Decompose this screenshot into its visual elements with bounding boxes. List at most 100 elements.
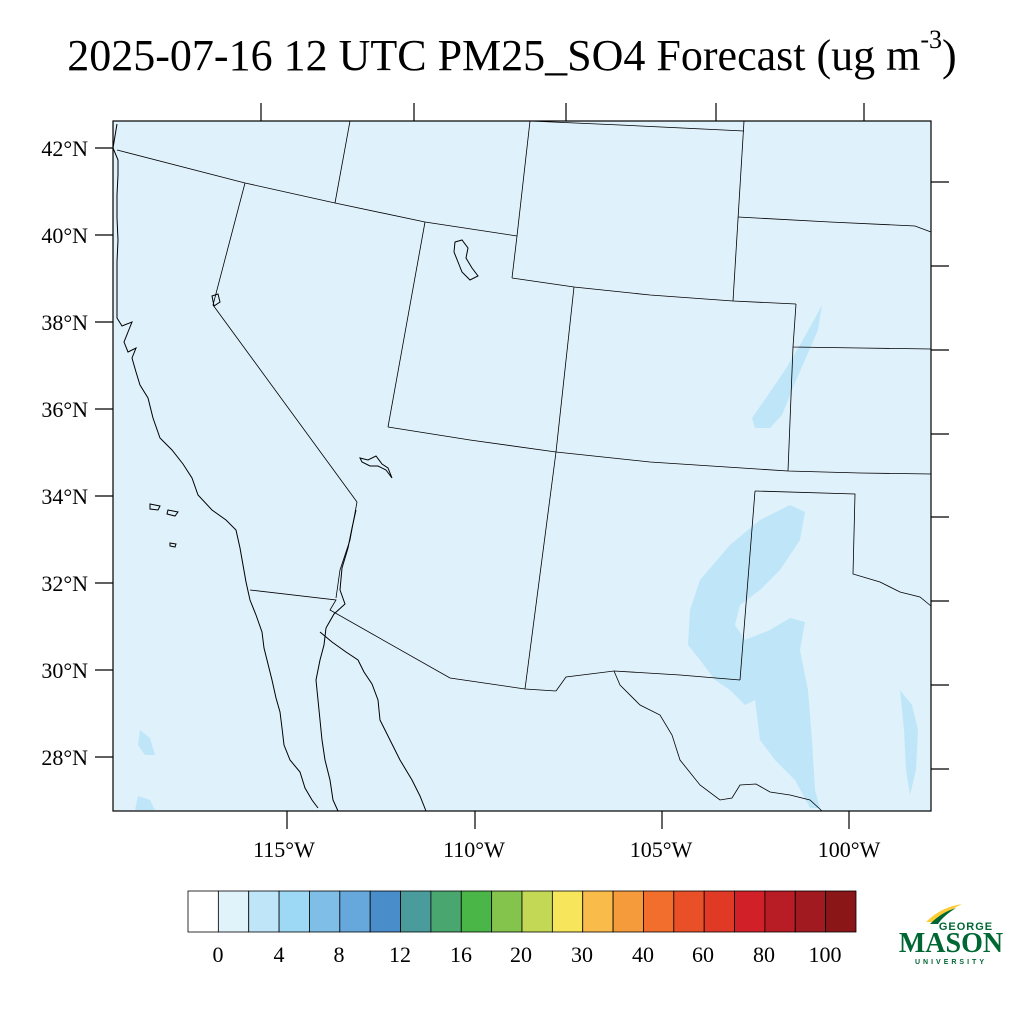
lon-label: 115°W bbox=[253, 837, 315, 862]
lat-label: 40°N bbox=[41, 223, 88, 248]
colorbar-label: 12 bbox=[389, 942, 411, 967]
lake-mead bbox=[359, 455, 393, 479]
idaho-nevada-border bbox=[334, 120, 351, 204]
title-exponent: -3 bbox=[920, 25, 943, 54]
colorbar-swatch bbox=[369, 890, 401, 933]
sonora-coast bbox=[319, 631, 427, 812]
plume-new-mexico-texas bbox=[688, 505, 820, 808]
colorbar-swatch bbox=[764, 890, 796, 933]
colorbar-swatch bbox=[248, 890, 280, 933]
kansas-border bbox=[792, 303, 932, 350]
newmexico-texas-south bbox=[613, 670, 741, 681]
political-borders bbox=[116, 120, 932, 812]
channel-island-2 bbox=[166, 509, 179, 517]
colorbar-swatch bbox=[278, 890, 310, 933]
utah-arizona-border bbox=[387, 426, 557, 453]
coastlines bbox=[112, 123, 479, 812]
oklahoma-panhandle bbox=[754, 490, 932, 607]
colorbar-swatch bbox=[430, 890, 462, 933]
colorbar bbox=[187, 890, 857, 933]
colorbar-swatch bbox=[612, 890, 644, 933]
colorbar-swatch bbox=[551, 890, 584, 933]
colorbar-label: 0 bbox=[213, 942, 224, 967]
arizona-newmexico-border bbox=[524, 451, 557, 690]
montana-south-border bbox=[529, 120, 745, 132]
colorbar-swatch bbox=[460, 890, 493, 933]
colorado-newmexico-border bbox=[555, 451, 932, 475]
colorbar-label: 4 bbox=[274, 942, 285, 967]
lat-label: 36°N bbox=[41, 397, 88, 422]
lon-label: 100°W bbox=[818, 837, 881, 862]
colorbar-swatch bbox=[491, 890, 523, 933]
california-nevada-border bbox=[212, 182, 358, 503]
arizona-west-border bbox=[335, 501, 358, 599]
plume-west-texas bbox=[900, 690, 918, 795]
colorbar-swatch bbox=[521, 890, 553, 933]
lat-label: 30°N bbox=[41, 658, 88, 683]
colorbar-swatch bbox=[582, 890, 614, 933]
wyoming-south-border bbox=[511, 277, 734, 302]
latitude-labels: 42°N 40°N 38°N 36°N 34°N 32°N 30°N 28°N bbox=[41, 136, 88, 770]
colorbar-swatch bbox=[400, 890, 432, 933]
plume-colorado bbox=[752, 305, 822, 428]
colorbar-swatch bbox=[703, 890, 735, 933]
lon-label: 105°W bbox=[630, 837, 693, 862]
colorbar-swatch bbox=[643, 890, 675, 933]
map-frame bbox=[112, 120, 932, 812]
lon-label: 110°W bbox=[443, 837, 505, 862]
nevada-utah-border bbox=[387, 221, 426, 428]
wyoming-west-border bbox=[516, 120, 531, 237]
wyoming-east-border bbox=[732, 120, 745, 302]
colorbar-swatch bbox=[187, 890, 219, 933]
longitude-labels: 115°W 110°W 105°W 100°W bbox=[253, 837, 880, 862]
colorbar-swatch bbox=[734, 890, 766, 933]
logo-line1: GEORGE bbox=[939, 921, 993, 933]
page-title: 2025-07-16 12 UTC PM25_SO4 Forecast (ug … bbox=[0, 26, 1024, 86]
pacific-coastline bbox=[112, 123, 319, 809]
title-text: 2025-07-16 12 UTC PM25_SO4 Forecast (ug … bbox=[67, 31, 921, 80]
colorbar-label: 8 bbox=[334, 942, 345, 967]
axis-ticks bbox=[95, 103, 949, 829]
newmexico-texas-east bbox=[739, 490, 756, 681]
lat-label: 38°N bbox=[41, 310, 88, 335]
nebraska-south-border bbox=[732, 300, 797, 305]
lat-label: 34°N bbox=[41, 484, 88, 509]
logo-line3: UNIVERSITY bbox=[915, 959, 987, 966]
concentration-plumes bbox=[135, 305, 918, 810]
colorbar-label: 16 bbox=[450, 942, 472, 967]
colorado-east-border bbox=[787, 346, 794, 472]
logo-line2: MASON bbox=[899, 928, 1003, 959]
colorbar-labels: 0 4 8 12 16 20 30 40 60 80 100 bbox=[213, 942, 842, 967]
colorbar-swatch bbox=[217, 890, 250, 933]
logo-swoosh bbox=[926, 904, 962, 922]
nebraska-north-border bbox=[737, 216, 932, 233]
colorbar-swatch bbox=[339, 890, 371, 933]
gmu-logo: GEORGE MASON UNIVERSITY bbox=[899, 904, 1003, 966]
lat-label: 32°N bbox=[41, 571, 88, 596]
lat-label: 28°N bbox=[41, 745, 88, 770]
channel-island-3 bbox=[169, 542, 177, 548]
us-mexico-border-east bbox=[555, 670, 823, 812]
plume-baja bbox=[138, 730, 155, 755]
colorbar-label: 20 bbox=[510, 942, 532, 967]
colorbar-label: 30 bbox=[571, 942, 593, 967]
lat-label: 42°N bbox=[41, 136, 88, 161]
logo-swoosh-green bbox=[930, 908, 956, 924]
channel-island-1 bbox=[149, 503, 161, 511]
us-mexico-border-west bbox=[249, 589, 557, 692]
title-suffix: ) bbox=[942, 31, 957, 80]
colorbar-swatch bbox=[309, 890, 341, 933]
gulf-of-california-east bbox=[315, 589, 346, 812]
colorbar-label: 40 bbox=[632, 942, 654, 967]
colorbar-swatch bbox=[825, 890, 857, 933]
plume-south-edge bbox=[135, 796, 155, 810]
colorbar-label: 60 bbox=[692, 942, 714, 967]
wyoming-west-lower bbox=[511, 235, 518, 279]
colorbar-label: 100 bbox=[809, 942, 842, 967]
colorbar-label: 80 bbox=[753, 942, 775, 967]
colorbar-swatch bbox=[673, 890, 705, 933]
great-salt-lake bbox=[453, 239, 479, 281]
colorbar-swatch bbox=[794, 890, 827, 933]
utah-colorado-border bbox=[555, 286, 575, 453]
